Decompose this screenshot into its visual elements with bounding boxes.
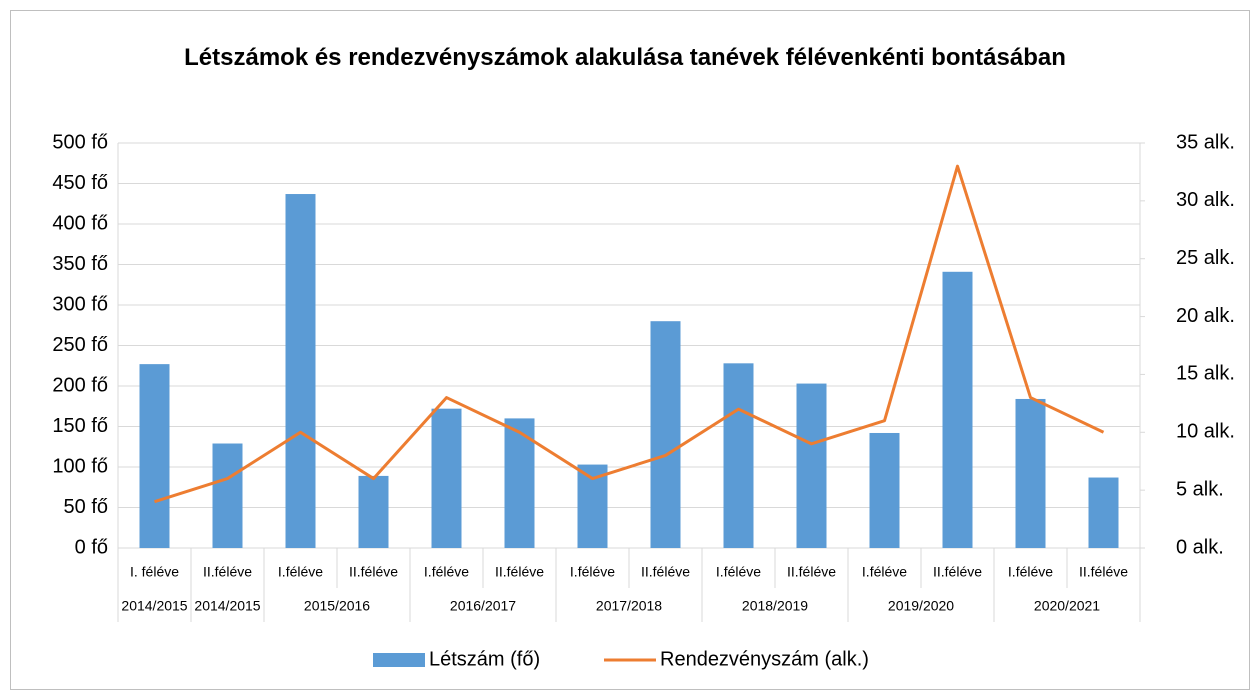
y2-tick-label: 5 alk. (1176, 478, 1224, 500)
x-tick-label: II.féléve (203, 564, 252, 580)
bar (650, 321, 681, 548)
y2-tick-label: 35 alk. (1176, 131, 1235, 153)
line (154, 164, 1105, 504)
x-tick-label: II.féléve (933, 564, 982, 580)
group-label: 2016/2017 (450, 598, 516, 614)
x-tick-label: II.féléve (641, 564, 690, 580)
group-label: 2018/2019 (742, 598, 808, 614)
group-label: 2014/2015 (194, 598, 260, 614)
bar (212, 443, 243, 548)
bar (139, 364, 170, 548)
group-label: 2015/2016 (304, 598, 370, 614)
x-tick-label: I.féléve (862, 564, 907, 580)
x-tick-label: I.féléve (424, 564, 469, 580)
y-tick-label: 250 fő (52, 334, 108, 356)
bar (431, 408, 462, 548)
group-label: 2017/2018 (596, 598, 662, 614)
bar (358, 475, 389, 548)
bar (942, 271, 973, 548)
x-tick-label: I.féléve (570, 564, 615, 580)
x-tick-label: I.féléve (278, 564, 323, 580)
bar (1088, 477, 1119, 548)
legend-swatch (373, 653, 425, 667)
group-label: 2014/2015 (121, 598, 187, 614)
x-tick-label: II.féléve (787, 564, 836, 580)
y-tick-label: 50 fő (64, 496, 108, 518)
x-tick-label: II.féléve (1079, 564, 1128, 580)
y-tick-label: 400 fő (52, 212, 108, 234)
y-tick-label: 450 fő (52, 172, 108, 194)
x-tick-label: I.féléve (716, 564, 761, 580)
chart-title: Létszámok és rendezvényszámok alakulása … (184, 44, 1066, 71)
chart-border (10, 10, 1250, 690)
bar (1015, 398, 1046, 548)
x-tick-label: II.féléve (495, 564, 544, 580)
y-tick-label: 350 fő (52, 253, 108, 275)
y2-tick-label: 25 alk. (1176, 247, 1235, 269)
y2-tick-label: 10 alk. (1176, 421, 1235, 443)
x-tick-label: II.féléve (349, 564, 398, 580)
legend-label: Létszám (fő) (429, 648, 540, 670)
group-label: 2019/2020 (888, 598, 954, 614)
bar (285, 194, 316, 548)
bar (796, 383, 827, 548)
x-tick-label: I. féléve (130, 564, 179, 580)
y-tick-label: 300 fő (52, 293, 108, 315)
y2-tick-label: 20 alk. (1176, 305, 1235, 327)
y2-tick-label: 0 alk. (1176, 536, 1224, 558)
legend-label: Rendezvényszám (alk.) (660, 648, 869, 670)
y2-tick-label: 15 alk. (1176, 363, 1235, 385)
y-tick-label: 200 fő (52, 374, 108, 396)
bar (723, 363, 754, 548)
y-tick-label: 100 fő (52, 455, 108, 477)
y-tick-label: 150 fő (52, 415, 108, 437)
y-tick-label: 0 fő (75, 536, 108, 558)
group-label: 2020/2021 (1034, 598, 1100, 614)
y2-tick-label: 30 alk. (1176, 189, 1235, 211)
x-tick-label: I.féléve (1008, 564, 1053, 580)
y-tick-label: 500 fő (52, 131, 108, 153)
bar (869, 432, 900, 548)
